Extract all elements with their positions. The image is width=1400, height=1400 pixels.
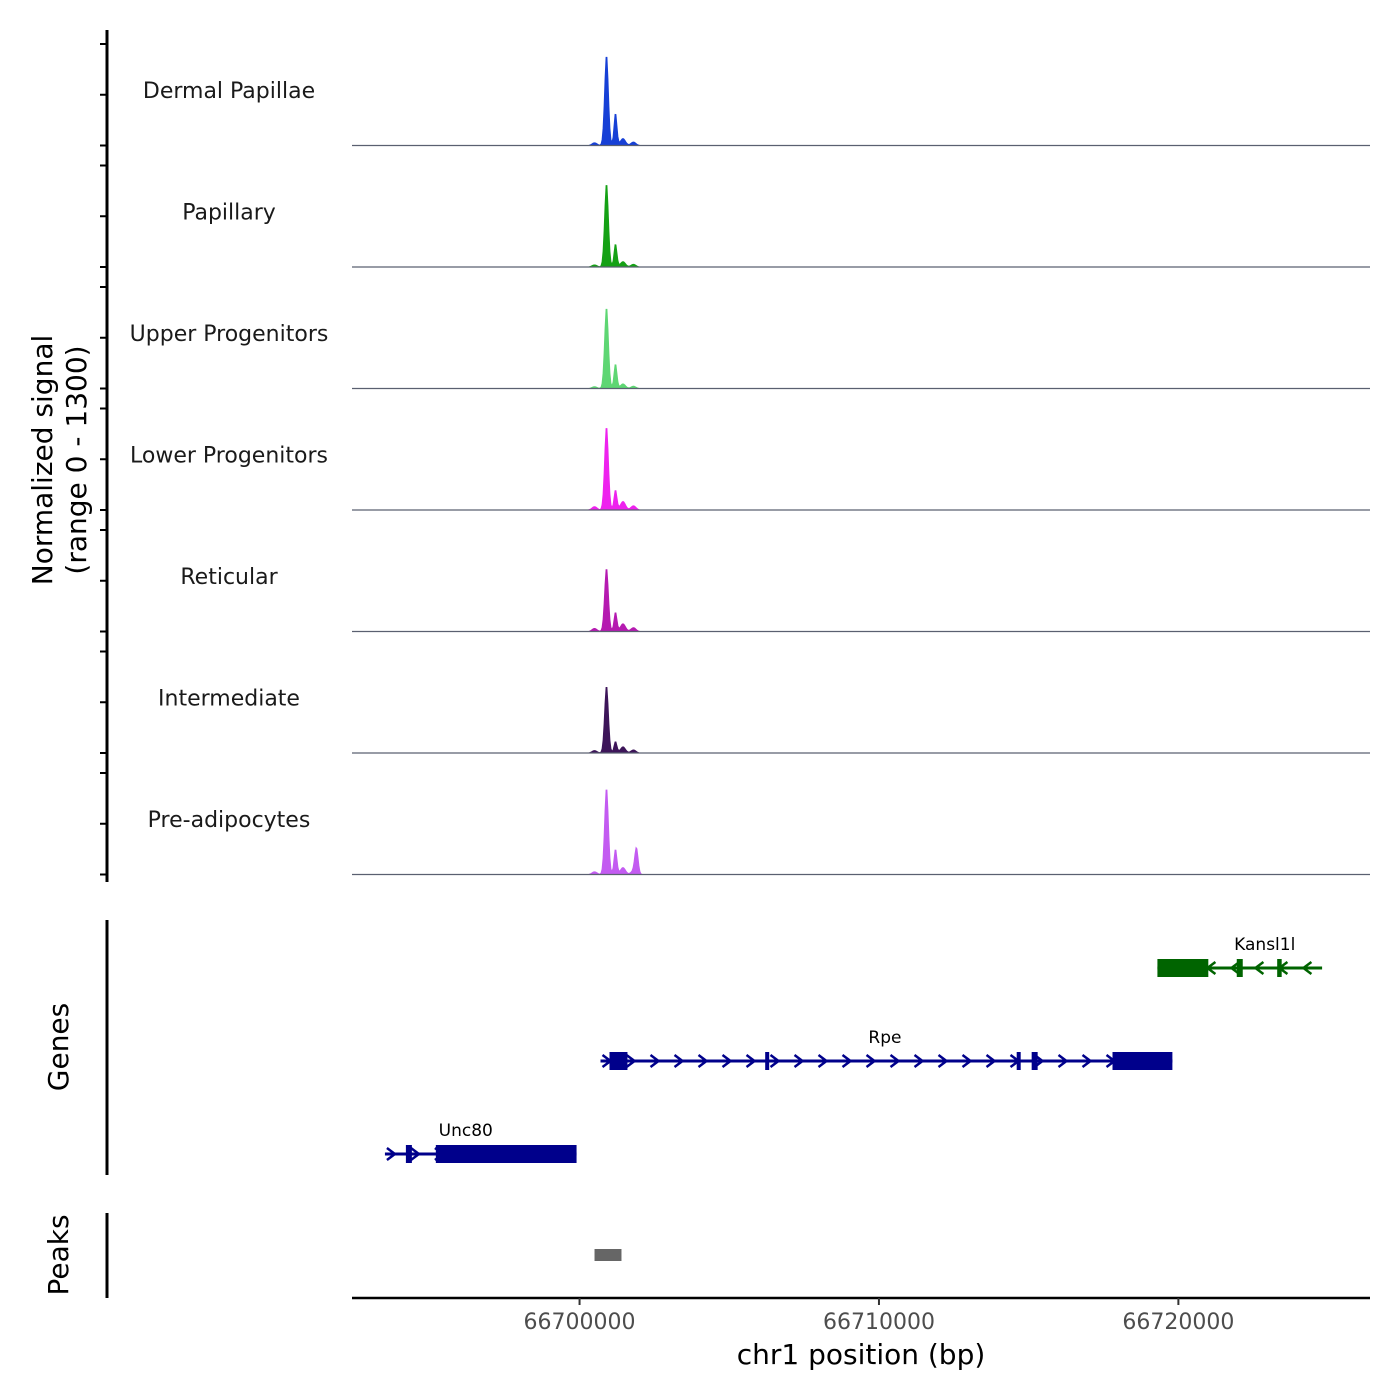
x-tick-label: 66700000	[524, 1310, 636, 1335]
strand-arrow	[649, 1054, 661, 1068]
track-lower-progenitors: Lower Progenitors	[130, 428, 1370, 511]
peak-regions	[594, 1249, 622, 1261]
gene-label: Unc80	[439, 1121, 493, 1141]
strand-arrow	[865, 1054, 877, 1068]
track-label: Pre-adipocytes	[148, 808, 311, 833]
strand-arrow	[793, 1054, 805, 1068]
track-dermal-papillae: Dermal Papillae	[143, 56, 1370, 147]
coverage-area	[352, 56, 1370, 146]
gene-label: Kansl1l	[1234, 935, 1295, 955]
coverage-area	[352, 569, 1370, 632]
strand-arrow	[817, 1054, 829, 1068]
gene-exon	[405, 1145, 412, 1163]
coverage-area	[352, 789, 1370, 875]
track-label: Dermal Papillae	[143, 79, 315, 104]
track-upper-progenitors: Upper Progenitors	[130, 308, 1370, 390]
signal-y-ticks	[100, 43, 107, 876]
coverage-area	[352, 686, 1370, 754]
strand-arrow	[841, 1054, 853, 1068]
x-axis-title: chr1 position (bp)	[737, 1338, 986, 1371]
gene-kansl1l: Kansl1l	[1157, 935, 1323, 977]
strand-arrow	[961, 1054, 973, 1068]
gene-exon	[435, 1145, 577, 1163]
coverage-area	[352, 308, 1370, 389]
peak-region	[594, 1249, 622, 1261]
track-intermediate: Intermediate	[158, 687, 1370, 754]
gene-exon	[765, 1052, 770, 1070]
track-label: Papillary	[182, 201, 276, 226]
strand-arrow	[721, 1054, 733, 1068]
x-tick-label: 66710000	[823, 1310, 935, 1335]
x-tick-label: 66720000	[1122, 1310, 1234, 1335]
gene-exon	[1157, 959, 1209, 977]
track-reticular: Reticular	[180, 565, 1370, 633]
strand-arrow	[1081, 1054, 1093, 1068]
gene-exon	[1031, 1052, 1038, 1070]
signal-y-axis-title-line2: (range 0 - 1300)	[60, 345, 93, 574]
gene-exon	[1236, 959, 1243, 977]
gene-exon	[1277, 959, 1282, 977]
gene-rpe: Rpe	[600, 1028, 1173, 1070]
strand-arrow	[625, 1054, 637, 1068]
strand-arrow	[410, 1147, 422, 1161]
track-label: Reticular	[180, 565, 278, 590]
track-pre-adipocytes: Pre-adipocytes	[148, 789, 1370, 876]
strand-arrow	[913, 1054, 925, 1068]
genes-y-axis-title: Genes	[42, 1003, 75, 1091]
strand-arrow	[745, 1054, 757, 1068]
strand-arrow	[1301, 961, 1313, 975]
strand-arrow	[937, 1054, 949, 1068]
strand-arrow	[386, 1147, 398, 1161]
strand-arrow	[673, 1054, 685, 1068]
strand-arrow	[697, 1054, 709, 1068]
track-label: Upper Progenitors	[130, 322, 329, 347]
gene-label: Rpe	[868, 1028, 901, 1048]
signal-y-axis-title-line1: Normalized signal	[26, 335, 59, 586]
track-label: Lower Progenitors	[130, 444, 328, 469]
x-axis-ticks: 66700000 66710000 66720000	[524, 1298, 1234, 1335]
strand-arrow	[889, 1054, 901, 1068]
gene-unc80: Unc80	[384, 1121, 577, 1163]
strand-arrow	[1229, 961, 1241, 975]
signal-tracks: Dermal Papillae Papillary Upper Progenitor…	[130, 56, 1370, 876]
strand-arrow	[1057, 1054, 1069, 1068]
track-label: Intermediate	[158, 687, 300, 712]
strand-arrow	[985, 1054, 997, 1068]
coverage-area	[352, 428, 1370, 511]
coverage-area	[352, 185, 1370, 268]
gene-exon	[609, 1052, 628, 1070]
strand-arrow	[769, 1054, 781, 1068]
gene-exon	[1016, 1052, 1021, 1070]
strand-arrow	[1253, 961, 1265, 975]
peaks-y-axis-title: Peaks	[42, 1214, 75, 1295]
gene-annotations: Kansl1l Rpe Unc80	[384, 935, 1323, 1163]
track-papillary: Papillary	[182, 185, 1370, 268]
gene-exon	[1112, 1052, 1173, 1070]
